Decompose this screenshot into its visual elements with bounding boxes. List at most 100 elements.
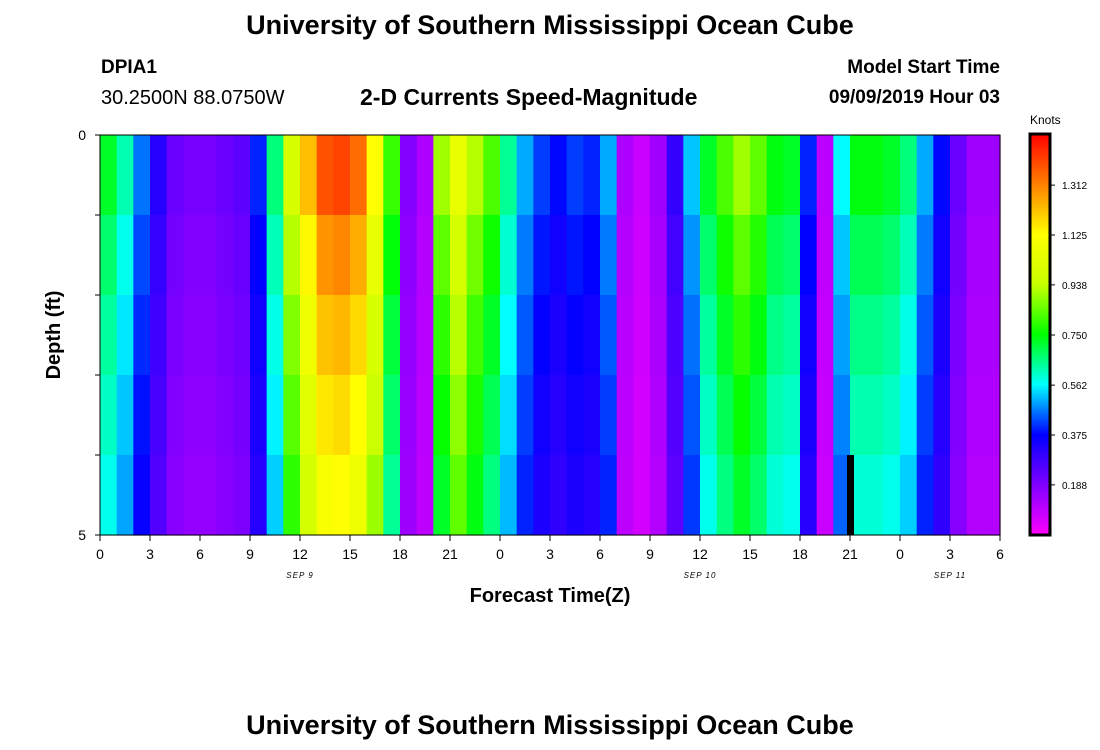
- heatmap-cell: [416, 215, 434, 296]
- heatmap-cell: [533, 455, 551, 536]
- heatmap-cell: [700, 215, 718, 296]
- heatmap-cell: [866, 455, 884, 536]
- heatmap-cell: [200, 215, 218, 296]
- heatmap-cell: [416, 375, 434, 456]
- heatmap-cell: [600, 295, 618, 376]
- heatmap-cell: [366, 295, 384, 376]
- heatmap-cell: [116, 375, 134, 456]
- heatmap-cell: [666, 295, 684, 376]
- heatmap-cell: [633, 215, 651, 296]
- heatmap-cell: [283, 215, 301, 296]
- x-tick-label: 12: [292, 546, 308, 562]
- heatmap-cell: [483, 215, 501, 296]
- heatmap-cell: [366, 135, 384, 216]
- heatmap-cell: [783, 455, 801, 536]
- heatmap-cell: [100, 295, 118, 376]
- heatmap-cell: [283, 295, 301, 376]
- heatmap-cell: [716, 215, 734, 296]
- heatmap-cell: [800, 215, 818, 296]
- heatmap-cell: [500, 295, 518, 376]
- colorbar-tick-label: 0.562: [1062, 381, 1087, 392]
- heatmap-cell: [916, 295, 934, 376]
- heatmap-cell: [733, 455, 751, 536]
- heatmap-cell: [250, 455, 268, 536]
- x-tick-label: 6: [596, 546, 604, 562]
- heatmap-cell: [466, 215, 484, 296]
- heatmap-cell: [500, 375, 518, 456]
- heatmap-cell: [800, 135, 818, 216]
- heatmap-cell: [350, 375, 368, 456]
- heatmap-cell: [983, 135, 1001, 216]
- heatmap-cells: [100, 135, 1001, 536]
- heatmap-cell: [266, 215, 284, 296]
- heatmap-cell: [766, 135, 784, 216]
- heatmap-cell: [150, 455, 168, 536]
- heatmap-cell: [700, 295, 718, 376]
- heatmap-cell: [250, 135, 268, 216]
- heatmap-cell: [616, 215, 634, 296]
- heatmap-cell: [533, 295, 551, 376]
- heatmap-cell: [916, 455, 934, 536]
- heatmap-cell: [233, 135, 251, 216]
- heatmap-cell: [233, 295, 251, 376]
- heatmap-cell: [433, 295, 451, 376]
- heatmap-cell: [466, 135, 484, 216]
- heatmap-cell: [883, 135, 901, 216]
- heatmap-cell: [383, 295, 401, 376]
- heatmap-cell: [433, 375, 451, 456]
- x-tick-label: 6: [996, 546, 1004, 562]
- heatmap-cell: [300, 215, 318, 296]
- heatmap-cell: [550, 135, 568, 216]
- heatmap-cell: [950, 215, 968, 296]
- heatmap-cell: [866, 295, 884, 376]
- heatmap-cell: [683, 135, 701, 216]
- heatmap-cell: [450, 455, 468, 536]
- colorbar-tick-label: 0.938: [1062, 281, 1087, 292]
- heatmap-cell: [283, 135, 301, 216]
- heatmap-cell: [683, 295, 701, 376]
- x-tick-label: 3: [546, 546, 554, 562]
- heatmap-cell: [516, 215, 534, 296]
- heatmap-cell: [366, 455, 384, 536]
- heatmap-cell: [450, 135, 468, 216]
- heatmap-cell: [350, 215, 368, 296]
- heatmap-cell: [116, 295, 134, 376]
- heatmap-cell: [650, 135, 668, 216]
- heatmap-cell: [716, 375, 734, 456]
- colorbar-units-label: Knots: [1030, 113, 1061, 127]
- x-tick-label: 18: [392, 546, 408, 562]
- heatmap-cell: [800, 455, 818, 536]
- heatmap-cell: [966, 135, 984, 216]
- heatmap-cell: [200, 135, 218, 216]
- heatmap-cell: [966, 215, 984, 296]
- heatmap-cell: [366, 215, 384, 296]
- heatmap-cell: [983, 295, 1001, 376]
- heatmap-cell: [733, 375, 751, 456]
- colorbar-tick-label: 1.312: [1062, 181, 1087, 192]
- x-date-label: SEP 9: [286, 571, 313, 580]
- heatmap-cell: [600, 215, 618, 296]
- heatmap-cell: [666, 375, 684, 456]
- heatmap-cell: [150, 135, 168, 216]
- heatmap-cell: [816, 375, 834, 456]
- heatmap-cell: [716, 295, 734, 376]
- heatmap-cell: [500, 215, 518, 296]
- heatmap-cell: [316, 215, 334, 296]
- y-tick-label: 0: [78, 127, 86, 143]
- heatmap-cell: [600, 455, 618, 536]
- heatmap-cell: [166, 295, 184, 376]
- heatmap-cell: [483, 295, 501, 376]
- heatmap-cell: [650, 455, 668, 536]
- heatmap-cell: [316, 455, 334, 536]
- heatmap-cell: [566, 295, 584, 376]
- heatmap-cell: [666, 135, 684, 216]
- heatmap-cell: [183, 455, 201, 536]
- heatmap-cell: [833, 215, 851, 296]
- model-start-value: 09/09/2019 Hour 03: [828, 87, 1000, 108]
- heatmap-cell: [483, 375, 501, 456]
- heatmap-cell: [983, 375, 1001, 456]
- heatmap-cell: [883, 215, 901, 296]
- heatmap-cell: [266, 135, 284, 216]
- heatmap-cell: [633, 295, 651, 376]
- colorbar-tick-label: 0.750: [1062, 331, 1087, 342]
